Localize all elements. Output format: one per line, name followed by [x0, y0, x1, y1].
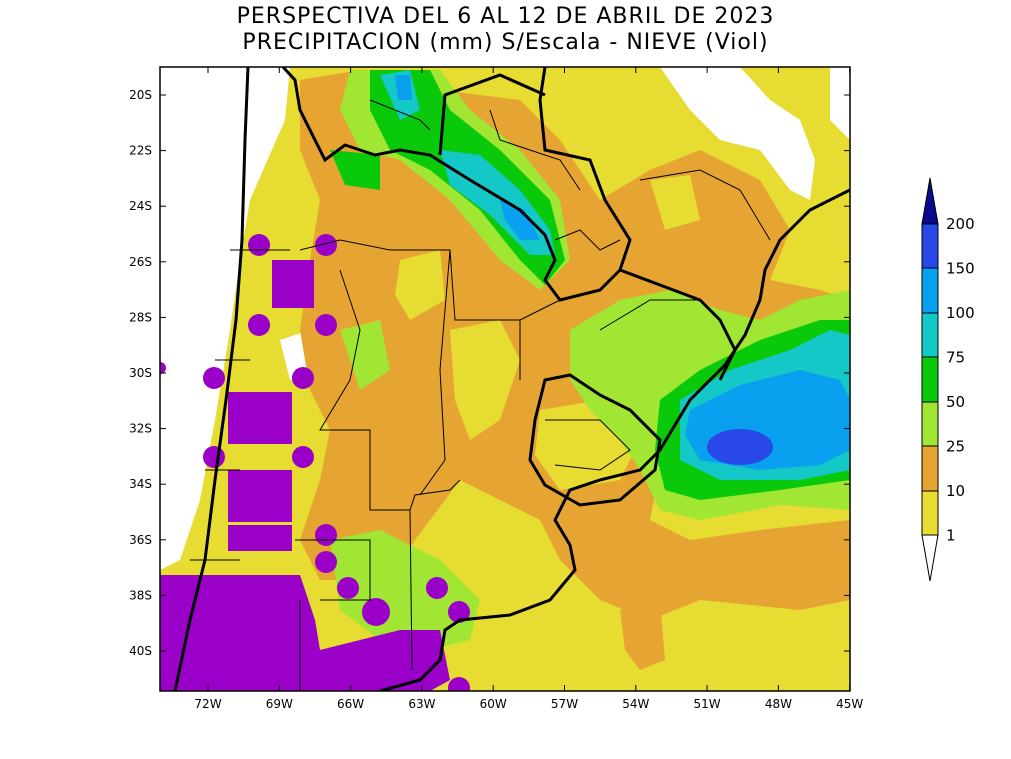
- snow-dot: [448, 677, 470, 691]
- snow-patch-2: [228, 392, 292, 444]
- field-lt1-ne: [660, 67, 815, 200]
- legend-swatch-150-200: [921, 223, 939, 269]
- snow-dot: [315, 551, 337, 573]
- legend-swatch-25-50: [921, 401, 939, 447]
- snow-dot: [292, 367, 314, 389]
- snow-dot: [203, 446, 225, 468]
- border-uruguay: [528, 373, 662, 507]
- legend-label: 10: [946, 482, 965, 500]
- border-bolivia-paraguay: [281, 67, 632, 302]
- snow-patch-4: [228, 525, 292, 551]
- lat-label: 36S: [129, 533, 152, 547]
- lat-label: 40S: [129, 644, 152, 658]
- field-lt1-ne2: [830, 67, 850, 140]
- snow-dot: [315, 234, 337, 256]
- field-lt1-andes: [160, 67, 290, 570]
- snow-dot: [160, 362, 166, 374]
- field-1-10-inner1: [395, 250, 445, 320]
- field-1-10-inner4: [650, 175, 700, 230]
- lat-label: 24S: [129, 199, 152, 213]
- field-1-10-inner2: [450, 320, 520, 440]
- snow-dot: [203, 367, 225, 389]
- border-chile-argentina: [173, 67, 250, 691]
- snow-dot: [426, 577, 448, 599]
- lon-label: 51W: [694, 697, 721, 711]
- field-150-200: [707, 429, 773, 465]
- legend-label: 25: [946, 438, 965, 456]
- snow-dot: [292, 446, 314, 468]
- legend-swatch-1-10: [921, 490, 939, 536]
- latitude-axis: 20S 22S 24S 26S 28S 30S 32S 34S 36S 38S 40S: [129, 88, 850, 658]
- lat-label: 22S: [129, 144, 152, 158]
- lat-label: 28S: [129, 310, 152, 324]
- legend-labels: 200 150 100 75 50 25 10 1: [946, 215, 975, 545]
- lon-label: 45W: [836, 697, 863, 711]
- lon-label: 48W: [765, 697, 792, 711]
- lon-label: 72W: [194, 697, 221, 711]
- map-field: [160, 67, 850, 691]
- lat-label: 32S: [129, 422, 152, 436]
- lat-label: 38S: [129, 588, 152, 602]
- lon-label: 54W: [622, 697, 649, 711]
- legend-label: 1: [946, 527, 956, 545]
- snow-dot: [362, 598, 390, 626]
- border-bolivia-north: [438, 73, 546, 156]
- field-50-75-nw: [330, 150, 380, 190]
- legend-swatch-gt200: [921, 177, 939, 225]
- coastline: [379, 188, 850, 691]
- lon-label: 69W: [266, 697, 293, 711]
- map-frame: [159, 66, 851, 692]
- snow-dot: [315, 524, 337, 546]
- field-100-150-n2: [500, 200, 540, 240]
- legend: 200 150 100 75 50 25 10 1: [921, 177, 975, 582]
- snow-dot: [448, 601, 470, 623]
- map-subtitle: PRECIPITACION (mm) S/Escala - NIEVE (Vio…: [242, 30, 769, 55]
- snow-dot: [337, 577, 359, 599]
- lat-label: 20S: [129, 88, 152, 102]
- legend-label: 50: [946, 393, 965, 411]
- legend-swatch-75-100: [921, 312, 939, 358]
- snow-patch-3: [228, 470, 292, 522]
- legend-swatch-10-25: [921, 445, 939, 492]
- legend-label: 150: [946, 260, 975, 278]
- snow-south: [160, 575, 450, 691]
- legend-label: 100: [946, 304, 975, 322]
- legend-swatch-100-150: [921, 267, 939, 314]
- field-10-25-south: [620, 600, 665, 670]
- field-100-150-n: [395, 75, 412, 100]
- legend-swatch-50-75: [921, 356, 939, 403]
- lon-label: 63W: [408, 697, 435, 711]
- lat-label: 26S: [129, 255, 152, 269]
- snow-dot: [248, 314, 270, 336]
- lon-label: 66W: [337, 697, 364, 711]
- field-25-50-center: [340, 320, 390, 390]
- lon-label: 60W: [480, 697, 507, 711]
- lat-label: 34S: [129, 477, 152, 491]
- legend-label: 200: [946, 215, 975, 233]
- legend-swatch-lt1: [921, 534, 939, 582]
- lon-label: 57W: [551, 697, 578, 711]
- province-borders: [190, 99, 771, 691]
- legend-label: 75: [946, 349, 965, 367]
- snow-dot: [248, 234, 270, 256]
- snow-patch-1: [272, 260, 314, 308]
- lat-label: 30S: [129, 366, 152, 380]
- longitude-axis: 72W 69W 66W 63W 60W 57W 54W 51W 48W 45W: [194, 67, 863, 711]
- map-title: PERSPECTIVA DEL 6 AL 12 DE ABRIL DE 2023: [236, 4, 775, 29]
- snow-dot: [315, 314, 337, 336]
